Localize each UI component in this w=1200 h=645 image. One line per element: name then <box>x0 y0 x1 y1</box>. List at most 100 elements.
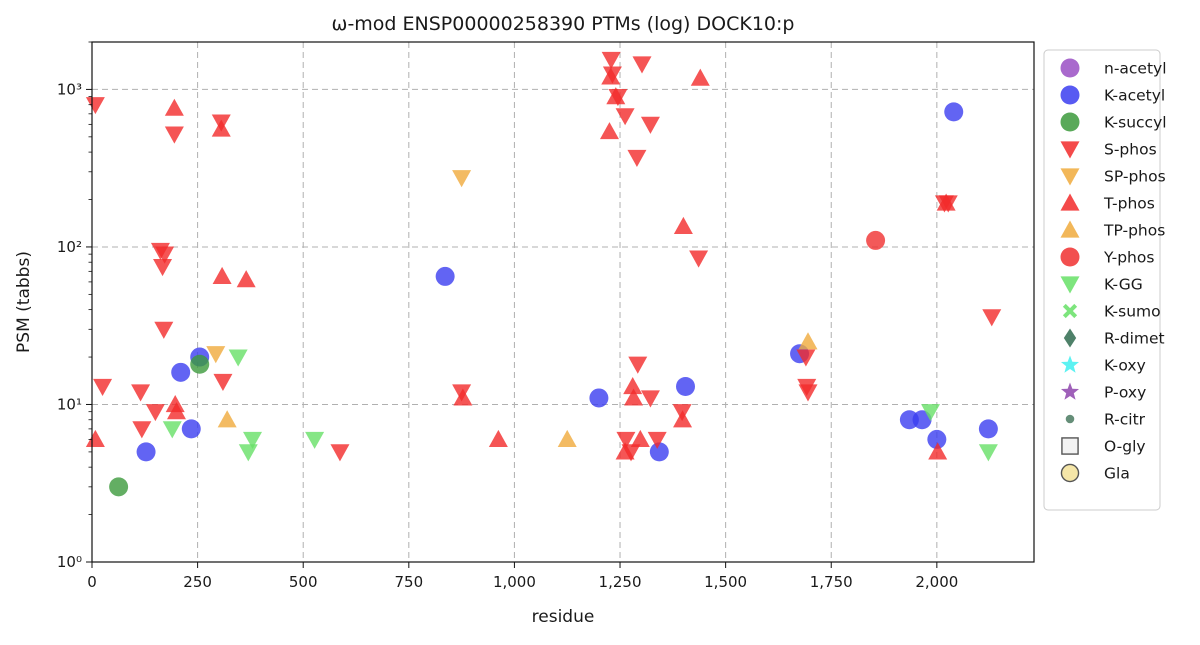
data-point <box>589 388 609 408</box>
y-tick-label: 10⁰ <box>57 553 82 571</box>
data-point <box>93 378 113 397</box>
data-point <box>601 51 621 69</box>
data-point <box>796 349 816 367</box>
data-point <box>640 116 660 134</box>
data-point <box>673 410 693 428</box>
legend-label: K-acetyl <box>1104 87 1165 105</box>
data-point <box>132 421 152 439</box>
legend-label: Y-phos <box>1103 249 1154 267</box>
legend-label: P-oxy <box>1104 384 1146 402</box>
data-point <box>181 419 201 439</box>
legend-marker <box>1065 414 1075 424</box>
chart-title: ω-mod ENSP00000258390 PTMs (log) DOCK10:… <box>332 13 795 35</box>
x-tick-label: 1,000 <box>493 573 536 591</box>
data-point <box>632 56 652 74</box>
data-point <box>171 362 191 382</box>
data-point <box>206 346 226 364</box>
x-tick-label: 500 <box>289 573 318 591</box>
legend-label: n-acetyl <box>1104 60 1167 78</box>
data-point <box>676 377 696 397</box>
data-point <box>689 250 709 268</box>
data-point <box>488 429 508 448</box>
x-tick-label: 750 <box>394 573 423 591</box>
data-point <box>145 404 165 422</box>
data-point <box>982 309 1002 327</box>
y-axis-label: PSM (tabbs) <box>14 251 34 353</box>
legend-label: S-phos <box>1104 141 1157 159</box>
data-point <box>928 442 948 460</box>
data-point <box>109 477 129 497</box>
data-point <box>162 421 182 439</box>
legend-marker <box>1060 276 1080 294</box>
x-axis-label: residue <box>532 607 595 627</box>
data-point <box>601 67 621 85</box>
data-point <box>164 126 184 144</box>
data-point <box>936 193 956 211</box>
legend-label: K-succyl <box>1104 114 1167 132</box>
data-point <box>330 444 350 462</box>
data-point <box>165 394 185 413</box>
x-axis-ticks: 0 250 500 750 1,000 1,250 1,500 1,750 2,000 <box>87 562 958 591</box>
legend-marker <box>1060 141 1080 159</box>
data-point <box>627 149 647 167</box>
data-point <box>85 97 105 115</box>
data-point <box>236 270 256 288</box>
data-point <box>238 444 258 462</box>
data-point <box>866 230 886 250</box>
data-points <box>85 51 1002 497</box>
data-point <box>557 429 577 448</box>
legend-label: K-oxy <box>1104 357 1146 375</box>
data-point <box>978 444 998 462</box>
data-point <box>154 321 174 339</box>
data-point <box>690 68 710 86</box>
x-tick-label: 250 <box>183 573 212 591</box>
legend-marker <box>1061 437 1079 455</box>
legend-marker <box>1063 328 1077 348</box>
data-point <box>136 442 156 462</box>
legend-label: R-dimet <box>1104 330 1165 348</box>
data-point <box>435 266 455 286</box>
plot-frame <box>91 41 1035 563</box>
data-point <box>453 388 473 406</box>
legend-label: Gla <box>1104 465 1130 483</box>
data-point <box>213 373 233 391</box>
data-point <box>164 98 184 116</box>
y-tick-label: 10² <box>57 238 82 256</box>
legend-marker <box>1060 58 1080 78</box>
data-point <box>131 384 151 402</box>
legend-label: SP-phos <box>1104 168 1166 186</box>
data-point <box>228 349 248 367</box>
data-point <box>649 442 669 462</box>
data-point <box>798 332 818 350</box>
data-point <box>798 384 818 402</box>
legend-label: T-phos <box>1103 195 1155 213</box>
legend-marker <box>1060 220 1080 238</box>
legend-marker <box>1060 355 1080 373</box>
x-tick-label: 1,500 <box>704 573 747 591</box>
data-point <box>190 354 210 374</box>
legend-marker <box>1060 382 1080 400</box>
x-tick-label: 2,000 <box>915 573 958 591</box>
legend-marker <box>1060 112 1080 132</box>
legend-marker <box>1060 463 1080 483</box>
legend-marker <box>1060 85 1080 105</box>
legend-marker <box>1060 168 1080 186</box>
data-point <box>921 404 941 422</box>
data-point <box>212 266 232 285</box>
data-point <box>85 429 105 448</box>
legend-marker <box>1062 303 1078 319</box>
x-tick-label: 1,250 <box>599 573 642 591</box>
legend-label: R-citr <box>1104 411 1146 429</box>
legend-label: O-gly <box>1104 438 1146 456</box>
x-tick-label: 1,750 <box>810 573 853 591</box>
data-point <box>615 108 635 126</box>
data-point <box>243 431 263 449</box>
legend-marker <box>1060 247 1080 267</box>
data-point <box>647 431 667 449</box>
data-point <box>927 429 947 449</box>
data-point <box>155 246 175 264</box>
data-point <box>615 442 635 460</box>
y-tick-label: 10¹ <box>57 395 82 413</box>
data-point <box>912 410 932 430</box>
